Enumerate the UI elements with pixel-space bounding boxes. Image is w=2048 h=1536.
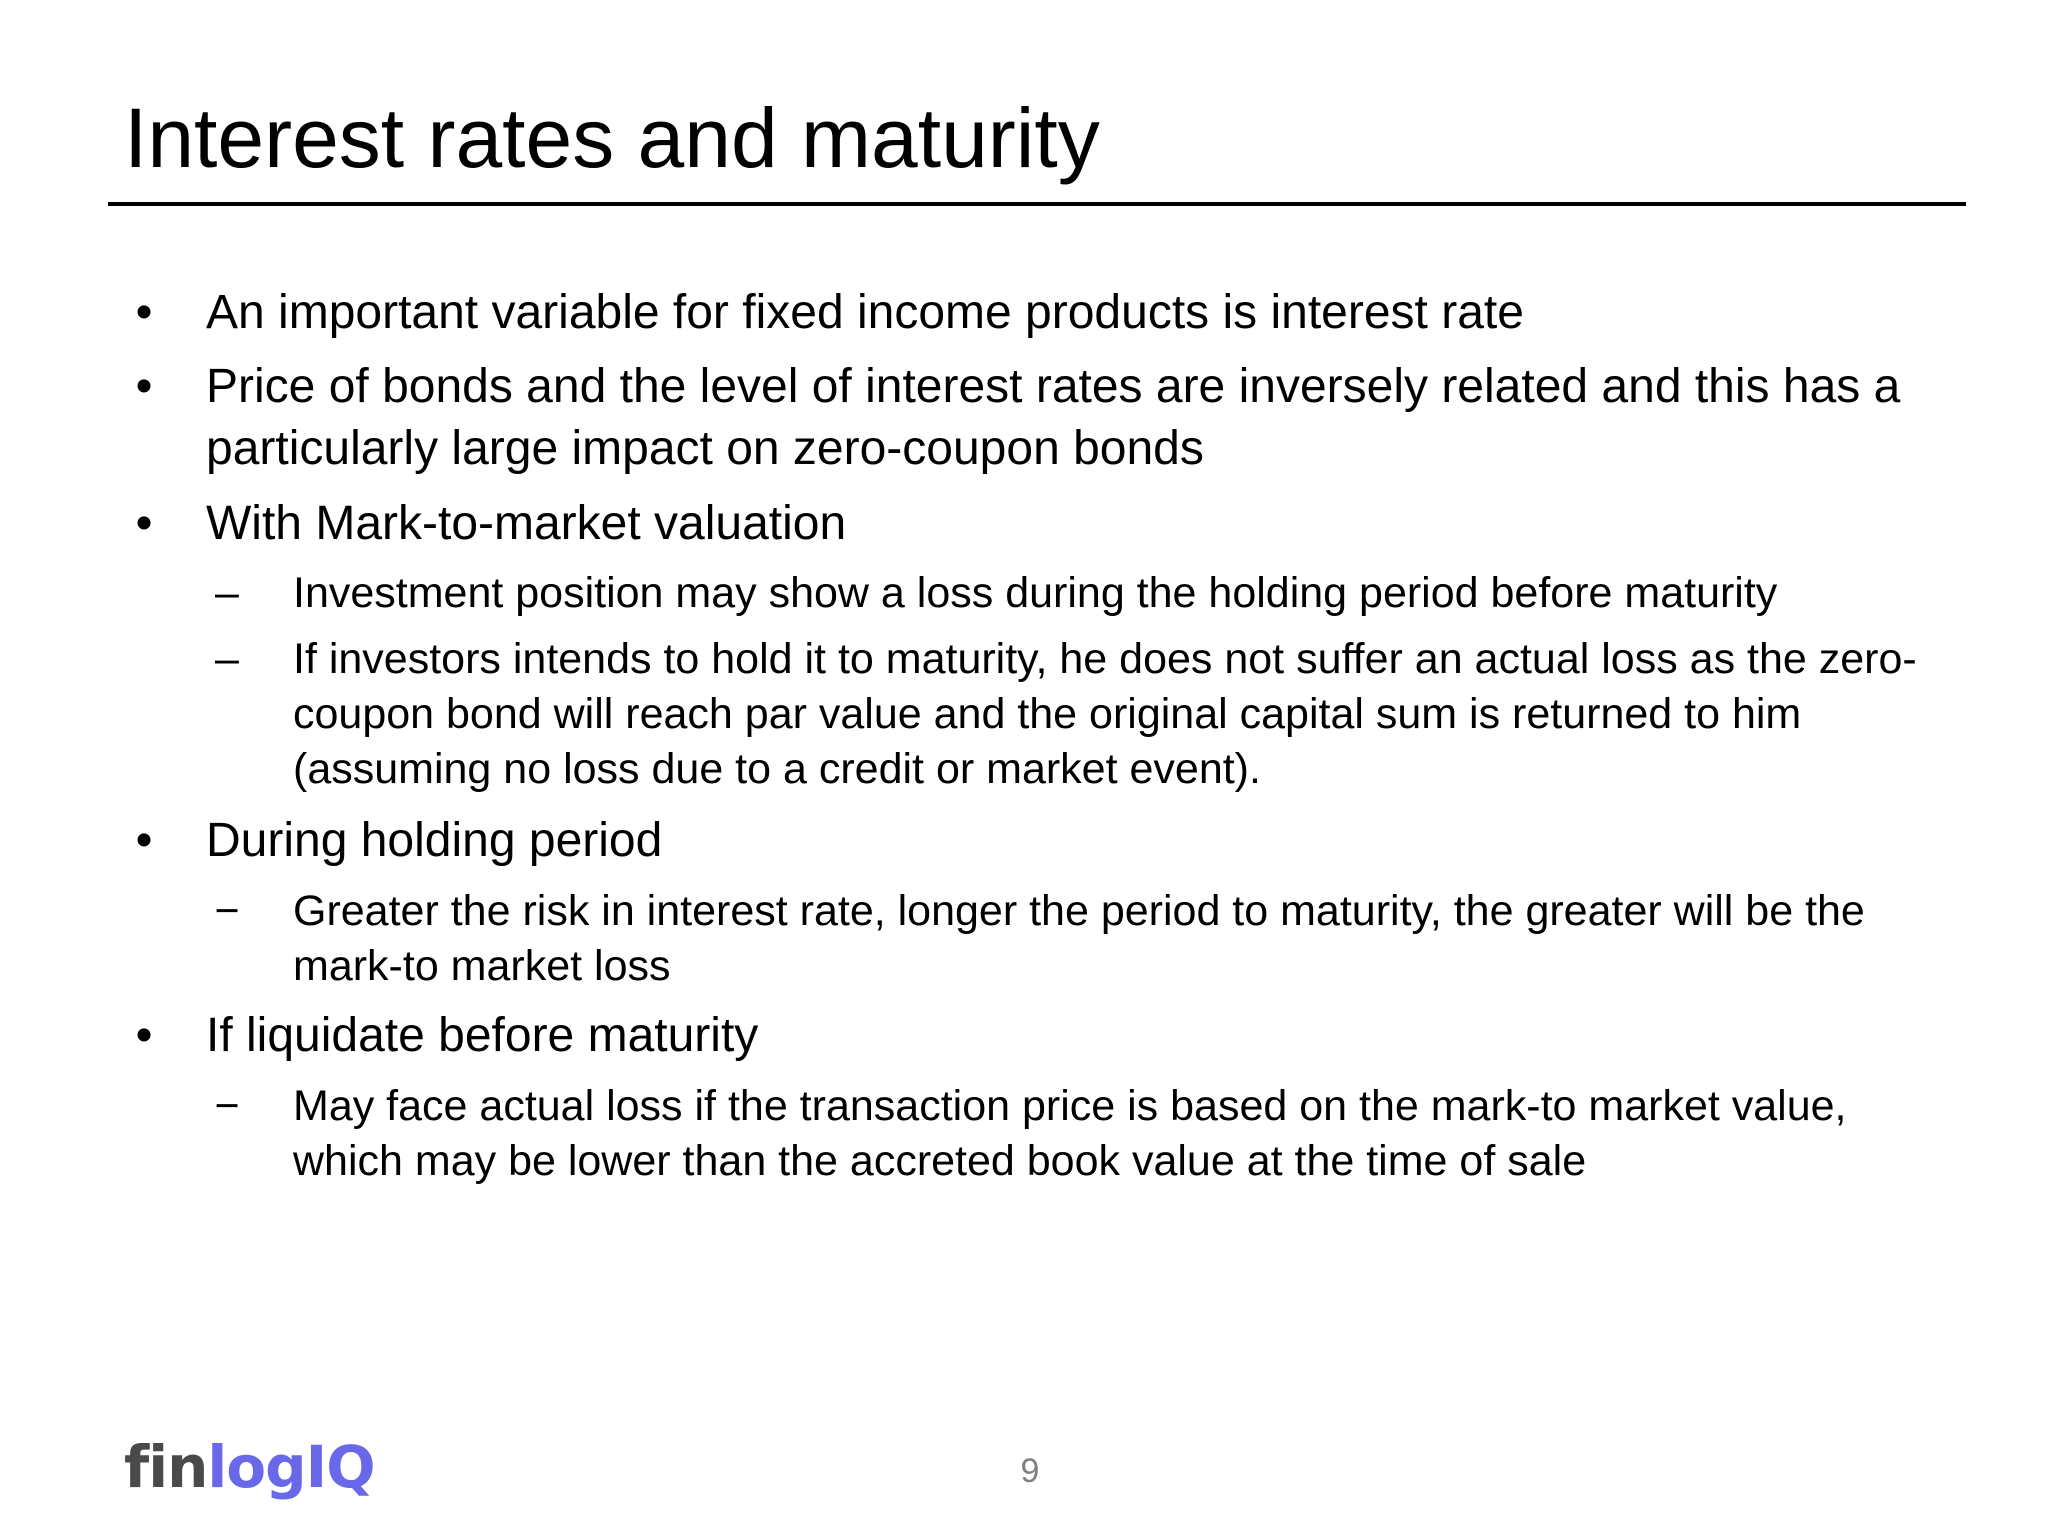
sub-bullet-text: Investment position may show a loss duri… (293, 569, 1778, 617)
dash-marker: – (215, 635, 239, 683)
sub-bullet-text: May face actual loss if the transaction … (293, 1082, 1847, 1185)
bullet-item: • An important variable for fixed income… (136, 282, 1966, 344)
bullet-text: Price of bonds and the level of interest… (206, 360, 1901, 475)
page-number: 9 (1020, 1452, 1040, 1490)
bullet-marker: • (135, 814, 153, 867)
title-divider (108, 202, 1966, 206)
bullet-item: • During holding period (136, 810, 1966, 872)
slide-title: Interest rates and maturity (124, 91, 1100, 185)
bullet-item: • If liquidate before maturity (136, 1005, 1966, 1067)
sub-bullet-item: − May face actual loss if the transactio… (214, 1079, 1953, 1189)
bullet-text: During holding period (206, 814, 663, 867)
bullet-marker: • (135, 360, 153, 413)
sub-bullet-item: − Greater the risk in interest rate, lon… (214, 884, 1953, 994)
bullet-text: An important variable for fixed income p… (206, 286, 1524, 339)
dash-marker: – (215, 569, 239, 617)
finlogiq-logo: finlogIQ (124, 1438, 376, 1496)
sub-bullet-item: – Investment position may show a loss du… (215, 566, 1953, 621)
bullet-marker: • (135, 286, 153, 339)
bullet-text: If liquidate before maturity (206, 1009, 759, 1062)
sub-bullet-text: If investors intends to hold it to matur… (293, 635, 1917, 793)
sub-bullet-item: – If investors intends to hold it to mat… (215, 632, 1953, 797)
bullet-marker: • (135, 1009, 153, 1062)
bullet-text: With Mark-to-market valuation (206, 497, 847, 550)
logo-text-fin: fin (124, 1433, 208, 1501)
minus-marker: − (214, 1082, 240, 1130)
bullet-marker: • (135, 497, 153, 550)
bullet-item: • With Mark-to-market valuation (136, 493, 1966, 555)
logo-text-logiq: logIQ (207, 1433, 375, 1501)
minus-marker: − (214, 887, 240, 935)
bullet-item: • Price of bonds and the level of intere… (136, 356, 1966, 480)
sub-bullet-text: Greater the risk in interest rate, longe… (293, 887, 1865, 990)
